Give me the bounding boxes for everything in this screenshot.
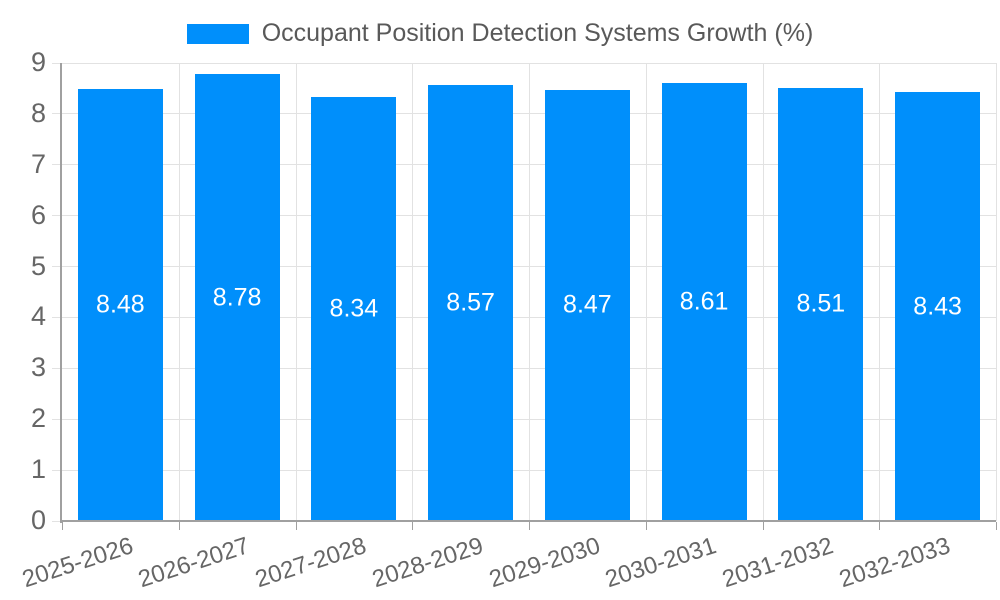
bar[interactable]	[77, 89, 163, 521]
legend-swatch-icon	[186, 23, 249, 44]
x-axis-tick-mark	[645, 522, 647, 530]
bar[interactable]	[428, 84, 514, 521]
v-gridline	[996, 63, 997, 521]
legend-label: Occupant Position Detection Systems Grow…	[261, 19, 814, 47]
h-gridline	[52, 367, 996, 369]
x-axis-tick-label: 2029-2030	[485, 532, 604, 594]
bar[interactable]	[194, 74, 280, 521]
x-axis-tick-label: 2025-2026	[18, 532, 137, 594]
v-gridline	[295, 63, 297, 521]
x-axis-tick-mark	[529, 522, 530, 530]
x-axis-tick-mark	[62, 522, 63, 530]
x-axis-tick-label: 2032-2033	[835, 532, 954, 594]
x-axis-tick-label: 2030-2031	[602, 532, 720, 594]
x-axis-tick-mark	[295, 522, 297, 530]
x-axis-tick-mark	[762, 522, 764, 530]
y-axis-tick-label: 3	[30, 352, 46, 383]
h-gridline	[52, 469, 996, 471]
h-gridline	[52, 164, 996, 166]
bar-value-label: 8.51	[796, 289, 846, 318]
bar-value-label: 8.61	[679, 287, 729, 316]
x-axis-tick-label: 2028-2029	[368, 532, 487, 594]
bar[interactable]	[661, 82, 747, 521]
y-axis-tick-label: 1	[30, 454, 46, 485]
v-gridline	[879, 63, 881, 521]
bar[interactable]	[895, 92, 981, 521]
y-axis-tick-label: 7	[30, 148, 46, 179]
y-axis-tick-label: 5	[30, 250, 46, 281]
bar-value-label: 8.48	[96, 290, 145, 319]
legend-item[interactable]: Occupant Position Detection Systems Grow…	[0, 21, 1000, 46]
v-gridline	[762, 63, 764, 521]
bar[interactable]	[311, 96, 397, 521]
h-gridline	[52, 418, 996, 420]
x-axis-tick-label: 2026-2027	[135, 532, 253, 594]
bar-value-label: 8.47	[563, 290, 612, 319]
y-axis-tick-label: 2	[30, 403, 46, 434]
bar-value-label: 8.34	[329, 294, 379, 323]
y-axis-tick-label: 4	[30, 301, 46, 332]
h-gridline	[52, 215, 996, 217]
bar-value-label: 8.43	[913, 292, 962, 320]
v-gridline	[645, 63, 647, 521]
y-axis-tick-label: 6	[30, 199, 46, 230]
v-gridline	[412, 63, 414, 521]
h-gridline	[52, 266, 996, 268]
x-axis-line	[60, 520, 996, 522]
x-axis-tick-mark	[412, 522, 414, 530]
v-gridline	[178, 63, 180, 521]
y-axis-tick-label: 8	[30, 97, 46, 128]
y-axis-tick-label: 9	[30, 46, 46, 77]
x-axis-tick-mark	[178, 522, 180, 530]
bar-value-label: 8.57	[446, 288, 495, 317]
y-axis-tick-label: 0	[30, 504, 46, 535]
h-gridline	[52, 113, 996, 115]
x-axis-tick-mark	[879, 522, 881, 530]
h-gridline	[52, 316, 996, 318]
bar-value-label: 8.78	[212, 283, 262, 312]
bar[interactable]	[778, 87, 864, 521]
h-gridline	[52, 62, 996, 64]
x-axis-tick-label: 2031-2032	[719, 532, 837, 594]
x-axis-tick-mark	[996, 522, 997, 530]
y-axis-line	[60, 63, 62, 523]
v-gridline	[529, 63, 530, 521]
x-axis-tick-label: 2027-2028	[252, 532, 370, 594]
bar[interactable]	[544, 89, 630, 521]
